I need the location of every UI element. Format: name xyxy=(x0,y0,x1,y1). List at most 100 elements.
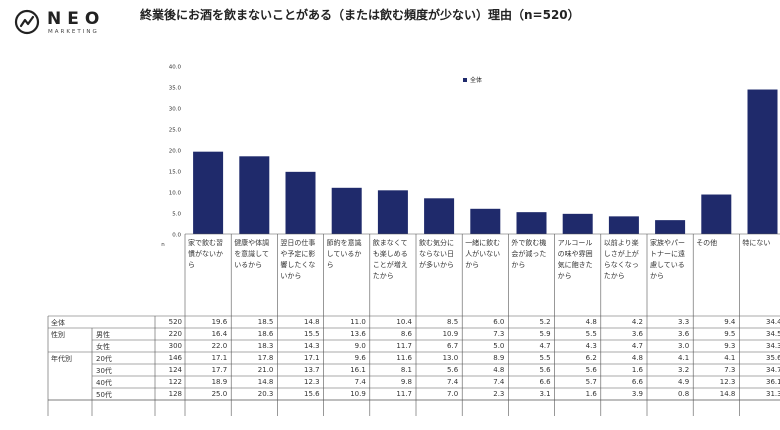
table-row-n: 128 xyxy=(168,390,182,398)
category-label: 以前より楽しさが上がらなくなったから xyxy=(603,239,639,280)
table-cell: 10.9 xyxy=(350,390,366,398)
table-cell: 17.1 xyxy=(211,354,228,362)
table-row-n: 122 xyxy=(168,378,182,386)
category-label: 特にない xyxy=(742,239,771,247)
logo-mark-icon xyxy=(14,9,40,35)
table-cell: 5.5 xyxy=(585,330,597,338)
table-cell: 35.6 xyxy=(766,354,780,362)
bar xyxy=(331,187,362,234)
table-cell: 4.8 xyxy=(631,354,643,362)
table-cell: 4.8 xyxy=(585,318,597,326)
table-cell: 3.2 xyxy=(678,366,690,374)
table-cell: 14.3 xyxy=(304,342,320,350)
table-cell: 9.0 xyxy=(354,342,366,350)
table-cell: 18.3 xyxy=(257,342,274,350)
table-cell: 16.1 xyxy=(350,366,366,374)
table-cell: 22.0 xyxy=(211,342,228,350)
table-cell: 7.4 xyxy=(354,378,366,386)
bar xyxy=(608,216,639,234)
bar xyxy=(516,212,547,234)
table-cell: 7.4 xyxy=(447,378,459,386)
table-cell: 5.0 xyxy=(493,342,505,350)
table-row-sub: 50代 xyxy=(96,391,112,399)
table-cell: 13.7 xyxy=(304,366,320,374)
table-row-n: 124 xyxy=(168,366,182,374)
y-tick-label: 0.0 xyxy=(172,233,181,239)
category-label: 外で飲む機会が減ったから xyxy=(511,239,547,269)
table-cell: 15.5 xyxy=(304,330,320,338)
table-cell: 8.1 xyxy=(400,366,412,374)
table-row-sub: 40代 xyxy=(96,379,112,387)
y-tick-label: 10.0 xyxy=(169,191,182,197)
bar xyxy=(562,213,593,234)
table-cell: 9.5 xyxy=(724,330,736,338)
table-cell: 7.4 xyxy=(493,378,505,386)
bar xyxy=(193,151,224,234)
table-cell: 12.3 xyxy=(719,378,736,386)
bar xyxy=(377,190,408,234)
table-row-group: 全体 xyxy=(51,319,65,327)
table-cell: 34.7 xyxy=(766,366,780,374)
table-cell: 21.0 xyxy=(257,366,274,374)
table-cell: 3.6 xyxy=(678,330,690,338)
table-cell: 6.2 xyxy=(585,354,597,362)
category-label: その他 xyxy=(696,239,718,247)
table-cell: 6.0 xyxy=(493,318,505,326)
category-label: 健康や体調を意識しているから xyxy=(234,239,270,269)
table-cell: 7.3 xyxy=(724,366,736,374)
table-cell: 36.1 xyxy=(766,378,780,386)
table-cell: 9.6 xyxy=(354,354,366,362)
table-cell: 11.6 xyxy=(396,354,412,362)
category-label: 節約を意識しているから xyxy=(326,239,362,269)
bar xyxy=(655,220,686,234)
table-cell: 8.6 xyxy=(400,330,412,338)
chart-title: 終業後にお酒を飲まないことがある（または飲む頻度が少ない）理由（n=520） xyxy=(140,8,580,22)
table-cell: 4.1 xyxy=(678,354,690,362)
table-cell: 10.9 xyxy=(442,330,459,338)
table-cell: 8.5 xyxy=(447,318,459,326)
bar xyxy=(239,156,270,234)
table-row-n: 520 xyxy=(168,318,182,326)
table-cell: 17.7 xyxy=(211,366,228,374)
table-cell: 10.4 xyxy=(396,318,412,326)
category-label: 家族やパートナーに遠慮しているから xyxy=(650,239,685,280)
table-cell: 31.3 xyxy=(766,390,780,398)
bar xyxy=(285,171,316,234)
table-row-group: 年代別 xyxy=(51,355,72,363)
table-cell: 4.8 xyxy=(493,366,505,374)
table-row-n: 146 xyxy=(168,354,182,362)
y-tick-label: 5.0 xyxy=(172,212,181,218)
table-cell: 18.9 xyxy=(211,378,228,386)
category-label: 飲まなくても楽しめることが増えたから xyxy=(372,239,408,280)
table-cell: 3.0 xyxy=(678,342,690,350)
table-cell: 20.3 xyxy=(257,390,274,398)
table-row-sub: 女性 xyxy=(96,343,110,351)
category-label: 飲む気分にならない日が多いから xyxy=(419,239,454,269)
table-cell: 13.6 xyxy=(350,330,366,338)
table-cell: 9.3 xyxy=(724,342,736,350)
y-axis-unit: n xyxy=(161,242,165,248)
table-cell: 17.8 xyxy=(257,354,274,362)
table-cell: 12.3 xyxy=(304,378,320,386)
table-row-sub: 男性 xyxy=(96,331,110,339)
category-label: 翌日の仕事や予定に影響したくないから xyxy=(280,239,316,280)
y-tick-label: 40.0 xyxy=(169,65,182,71)
table-cell: 18.6 xyxy=(257,330,274,338)
table-cell: 4.9 xyxy=(678,378,690,386)
table-cell: 3.1 xyxy=(539,390,551,398)
table-cell: 9.8 xyxy=(400,378,412,386)
logo-subtitle: MARKETING xyxy=(48,29,99,35)
table-cell: 5.2 xyxy=(539,318,551,326)
table-cell: 5.7 xyxy=(585,378,597,386)
table-cell: 5.6 xyxy=(585,366,597,374)
y-tick-label: 35.0 xyxy=(169,86,182,92)
table-cell: 4.2 xyxy=(631,318,643,326)
table-cell: 14.8 xyxy=(304,318,320,326)
table-row-n: 300 xyxy=(168,342,182,350)
table-cell: 18.5 xyxy=(257,318,274,326)
table-cell: 5.6 xyxy=(539,366,551,374)
table-cell: 14.8 xyxy=(719,390,736,398)
y-tick-label: 20.0 xyxy=(169,149,182,155)
bar xyxy=(701,194,732,234)
table-row-n: 220 xyxy=(168,330,182,338)
